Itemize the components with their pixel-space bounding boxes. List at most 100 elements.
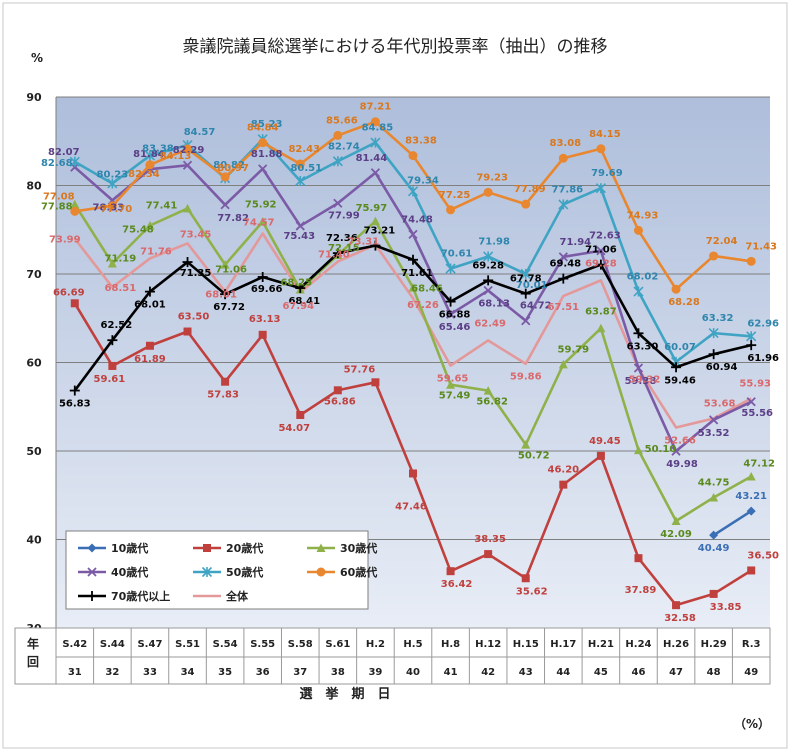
x-tick-label: R.3 [742, 639, 761, 650]
x-tick-label: S.58 [288, 639, 313, 650]
data-label: 64.72 [520, 301, 552, 312]
x-tick-label: H.21 [588, 639, 614, 650]
data-label: 81.84 [133, 149, 165, 160]
data-label: 75.97 [356, 203, 388, 214]
data-label: 74.57 [243, 218, 275, 229]
data-label: 80.97 [217, 163, 249, 174]
marker-shape [558, 252, 568, 262]
data-point [521, 440, 531, 449]
data-point [633, 225, 643, 235]
election-number-label: 33 [143, 667, 157, 678]
data-point [746, 471, 756, 481]
data-point [332, 248, 343, 259]
data-label: 59.61 [94, 374, 126, 385]
marker-shape [316, 543, 326, 552]
marker-shape [145, 160, 155, 170]
data-point [182, 160, 193, 170]
marker-shape [258, 217, 268, 226]
marker-shape [107, 201, 117, 211]
data-point [708, 349, 719, 360]
marker-shape [633, 445, 643, 455]
data-label: 43.21 [735, 491, 767, 502]
data-label: 72.15 [328, 243, 360, 254]
data-label: 68.01 [205, 290, 237, 301]
data-label: 47.12 [743, 458, 775, 469]
data-point [70, 299, 79, 308]
data-label: 44.75 [698, 477, 730, 488]
legend-label: 全体 [225, 589, 249, 603]
data-point [257, 272, 268, 283]
marker-shape [746, 506, 756, 516]
x-tick-label: H.2 [366, 639, 385, 650]
election-number-label: 46 [632, 667, 646, 678]
data-label: 84.13 [160, 151, 192, 162]
legend-swatch-marker [316, 543, 326, 552]
legend-label: 50歳代 [226, 565, 263, 579]
data-label: 80.51 [290, 163, 322, 174]
data-label: 61.96 [747, 353, 779, 364]
marker-shape [108, 361, 117, 370]
data-label: 59.46 [664, 375, 696, 386]
data-label: 75.92 [245, 200, 277, 211]
data-label: 46.20 [547, 465, 579, 476]
marker-shape [371, 378, 380, 387]
legend-swatch-marker [87, 591, 97, 601]
data-label: 75.48 [122, 225, 154, 236]
marker-shape [521, 199, 531, 209]
data-label: 56.82 [476, 397, 508, 408]
marker-shape [671, 284, 681, 294]
data-label: 38.35 [474, 534, 506, 545]
data-point [708, 415, 719, 425]
data-point [520, 288, 531, 299]
data-label: 63.30 [627, 341, 659, 352]
data-label: 77.70 [101, 204, 133, 215]
marker-shape [558, 153, 568, 163]
election-number-label: 37 [293, 667, 307, 678]
marker-shape [203, 544, 211, 552]
marker-shape [107, 258, 117, 268]
data-point [258, 217, 268, 226]
x-tick-label: H.5 [403, 639, 422, 650]
marker-shape [87, 567, 97, 577]
data-point [107, 201, 117, 211]
marker-shape [295, 159, 305, 169]
data-label: 81.88 [251, 149, 283, 160]
data-label: 59.38 [625, 376, 657, 387]
marker-shape [596, 451, 605, 460]
marker-shape [258, 330, 267, 339]
data-point [709, 251, 719, 261]
data-label: 67.94 [282, 301, 314, 312]
data-point [559, 480, 568, 489]
legend-label: 60歳代 [340, 565, 377, 579]
data-label: 82.43 [288, 144, 320, 155]
data-label: 68.51 [105, 283, 137, 294]
data-point [446, 205, 456, 215]
marker-shape [333, 198, 343, 208]
data-label: 80.23 [97, 169, 129, 180]
data-label: 67.51 [547, 302, 579, 313]
data-point [672, 601, 681, 610]
data-label: 63.32 [702, 313, 734, 324]
marker-shape [483, 187, 493, 197]
marker-shape [634, 554, 643, 563]
x-tick-label: S.54 [213, 639, 238, 650]
data-point [332, 156, 343, 167]
marker-shape [709, 530, 719, 540]
marker-shape [709, 492, 719, 502]
data-point [520, 268, 531, 279]
data-label: 66.69 [53, 287, 85, 298]
data-label: 71.43 [745, 241, 777, 252]
marker-shape [633, 363, 644, 373]
election-number-label: 48 [707, 667, 721, 678]
marker-shape [258, 164, 268, 174]
election-number-label: 45 [594, 667, 608, 678]
data-point [221, 377, 230, 386]
data-point [445, 263, 456, 274]
data-label: 68.46 [411, 284, 443, 295]
data-point [220, 200, 230, 210]
data-point [295, 283, 306, 294]
marker-shape [709, 589, 718, 598]
data-label: 68.41 [288, 296, 320, 307]
data-label: 49.98 [666, 459, 698, 470]
data-label: 36.42 [441, 579, 473, 590]
